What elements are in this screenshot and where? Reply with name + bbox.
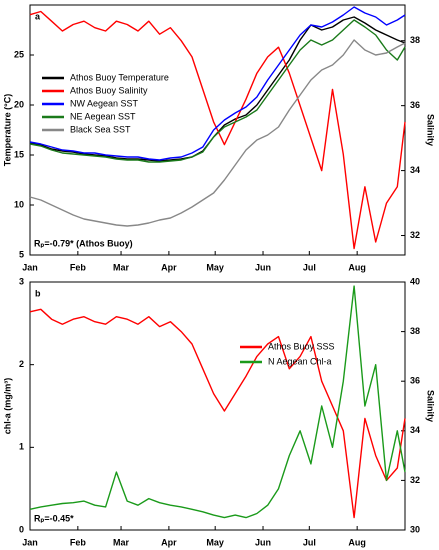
series-line	[29, 6, 406, 161]
y2-tick-label: 30	[410, 524, 420, 534]
legend-label: NW Aegean SST	[70, 98, 139, 108]
x-tick-label: Mar	[113, 537, 130, 547]
y-axis-label: Temperature (°C)	[2, 94, 12, 166]
legend-label: Athos Buoy SSS	[268, 341, 335, 351]
x-tick-label: Aug	[348, 262, 366, 272]
y2-axis-label: Salinity	[426, 114, 436, 146]
x-tick-label: Apr	[161, 262, 177, 272]
legend-label: N Aegean Chl-a	[268, 356, 332, 366]
series-line	[29, 10, 406, 250]
x-tick-label: Apr	[161, 537, 177, 547]
y-tick-label: 25	[14, 49, 24, 59]
x-tick-label: Mar	[113, 262, 130, 272]
panel-label: a	[35, 11, 41, 21]
y-tick-label: 3	[19, 276, 24, 286]
x-tick-label: Feb	[70, 262, 87, 272]
series-line	[29, 19, 406, 163]
y-tick-label: 1	[19, 442, 24, 452]
series-line	[29, 39, 406, 227]
y2-tick-label: 36	[410, 100, 420, 110]
legend-label: NE Aegean SST	[70, 111, 136, 121]
x-tick-label: Jul	[303, 537, 316, 547]
plot-frame	[29, 4, 406, 256]
y2-tick-label: 38	[410, 326, 420, 336]
series-line	[29, 308, 406, 519]
y2-tick-label: 32	[410, 475, 420, 485]
y2-tick-label: 34	[410, 425, 420, 435]
y2-tick-label: 40	[410, 276, 420, 286]
series-line	[29, 285, 406, 519]
annotation: Rₚ=-0.45*	[34, 513, 74, 523]
y2-tick-label: 38	[410, 35, 420, 45]
plot-frame	[29, 281, 406, 531]
y-tick-label: 5	[19, 249, 24, 259]
y2-tick-label: 34	[410, 165, 420, 175]
x-tick-label: May	[206, 262, 224, 272]
legend-label: Athos Buoy Salinity	[70, 85, 148, 95]
y2-tick-label: 36	[410, 376, 420, 386]
y-tick-label: 15	[14, 149, 24, 159]
y-tick-label: 0	[19, 524, 24, 534]
series-line	[29, 16, 406, 162]
x-tick-label: Jun	[255, 537, 271, 547]
y2-tick-label: 32	[410, 230, 420, 240]
y-tick-label: 2	[19, 359, 24, 369]
x-tick-label: Jun	[255, 262, 271, 272]
x-tick-label: Jul	[303, 262, 316, 272]
x-tick-label: Aug	[348, 537, 366, 547]
y2-axis-label: Salinity	[426, 390, 436, 422]
legend-label: Athos Buoy Temperature	[70, 72, 169, 82]
y-tick-label: 20	[14, 99, 24, 109]
x-tick-label: Jan	[22, 537, 38, 547]
x-tick-label: May	[206, 537, 224, 547]
legend-label: Black Sea SST	[70, 124, 131, 134]
x-tick-label: Feb	[70, 537, 87, 547]
y-axis-label: chl-a (mg/m³)	[2, 378, 12, 435]
annotation: Rₚ=-0.79* (Athos Buoy)	[34, 238, 133, 248]
y-tick-label: 10	[14, 199, 24, 209]
x-tick-label: Jan	[22, 262, 38, 272]
panel-label: b	[35, 288, 41, 298]
